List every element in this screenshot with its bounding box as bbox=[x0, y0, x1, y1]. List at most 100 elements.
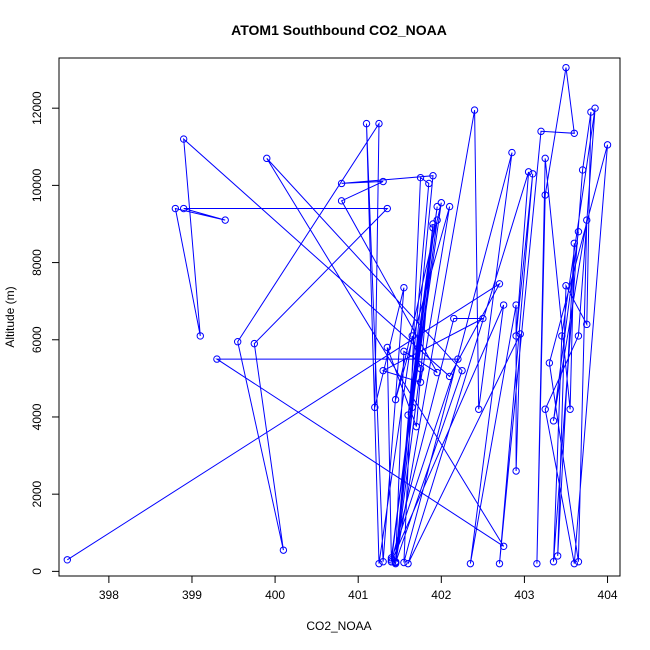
data-point bbox=[179, 204, 188, 213]
data-point bbox=[475, 405, 483, 413]
data-point bbox=[537, 127, 545, 136]
data-point bbox=[437, 199, 446, 207]
x-tick-label: 402 bbox=[431, 588, 451, 602]
data-point bbox=[337, 197, 346, 205]
data-point bbox=[63, 556, 72, 564]
data-point bbox=[578, 166, 587, 174]
data-point bbox=[179, 135, 188, 143]
data-point bbox=[591, 104, 599, 112]
data-point bbox=[400, 283, 408, 292]
y-axis: 0 2000 4000 6000 8000 10000 12000 bbox=[30, 91, 60, 575]
series-line bbox=[67, 67, 608, 565]
data-point bbox=[404, 411, 412, 419]
data-point bbox=[445, 372, 454, 381]
data-point bbox=[416, 173, 425, 182]
data-point bbox=[233, 338, 242, 346]
x-tick-label: 401 bbox=[348, 588, 368, 602]
data-point bbox=[583, 216, 591, 224]
data-point bbox=[583, 320, 591, 329]
data-point bbox=[562, 282, 570, 290]
series-co2-noaa bbox=[63, 63, 612, 568]
data-point bbox=[379, 366, 387, 375]
x-axis: 398 399 400 401 402 403 404 bbox=[99, 575, 618, 602]
data-point bbox=[466, 559, 475, 568]
y-tick-label: 4000 bbox=[30, 403, 44, 430]
y-tick-label: 2000 bbox=[30, 480, 44, 507]
data-point bbox=[250, 339, 259, 348]
data-point bbox=[558, 332, 566, 340]
data-point bbox=[433, 216, 441, 224]
plot-frame bbox=[58, 57, 621, 577]
data-point bbox=[429, 172, 437, 180]
data-point bbox=[391, 395, 400, 404]
data-point bbox=[375, 119, 383, 128]
chart-title: ATOM1 Southbound CO2_NOAA bbox=[231, 22, 447, 38]
data-point bbox=[549, 558, 558, 566]
data-point bbox=[387, 554, 396, 562]
y-tick-label: 10000 bbox=[30, 168, 44, 202]
data-point bbox=[416, 365, 425, 373]
data-point bbox=[371, 403, 379, 412]
data-point bbox=[524, 168, 533, 176]
data-point bbox=[400, 347, 408, 356]
data-point bbox=[383, 204, 391, 213]
data-point bbox=[213, 355, 221, 363]
data-point bbox=[408, 332, 416, 340]
data-point bbox=[545, 359, 554, 367]
data-point bbox=[512, 332, 520, 340]
data-point bbox=[458, 366, 466, 375]
data-point bbox=[495, 559, 504, 568]
y-tick-label: 12000 bbox=[30, 91, 44, 125]
data-point bbox=[445, 202, 454, 211]
data-point bbox=[516, 330, 524, 338]
data-point bbox=[375, 559, 383, 568]
x-tick-label: 399 bbox=[182, 588, 202, 602]
data-point bbox=[512, 467, 520, 475]
x-axis-label: CO2_NOAA bbox=[306, 619, 371, 633]
data-point bbox=[433, 202, 441, 211]
data-point bbox=[499, 301, 508, 309]
data-point bbox=[362, 119, 371, 128]
data-point bbox=[433, 368, 441, 377]
data-point bbox=[549, 417, 558, 425]
data-point bbox=[450, 314, 458, 323]
data-point bbox=[387, 558, 396, 566]
data-point bbox=[416, 378, 425, 386]
data-point bbox=[429, 224, 437, 232]
y-tick-label: 6000 bbox=[30, 326, 44, 353]
x-tick-label: 398 bbox=[99, 588, 119, 602]
data-point bbox=[196, 332, 204, 340]
data-point bbox=[412, 422, 421, 431]
x-tick-label: 400 bbox=[265, 588, 285, 602]
data-point bbox=[562, 63, 570, 72]
data-point bbox=[400, 558, 408, 567]
data-point bbox=[408, 403, 416, 412]
data-point bbox=[570, 129, 578, 137]
data-point bbox=[171, 204, 180, 213]
data-point bbox=[479, 314, 487, 323]
data-point bbox=[495, 280, 504, 288]
data-point bbox=[533, 559, 541, 568]
data-point bbox=[587, 108, 595, 116]
data-point bbox=[221, 216, 229, 224]
x-tick-label: 403 bbox=[514, 588, 534, 602]
data-point bbox=[429, 220, 437, 228]
data-point bbox=[454, 355, 462, 363]
data-point bbox=[574, 227, 583, 236]
data-point bbox=[383, 343, 391, 352]
data-point bbox=[499, 542, 508, 550]
data-point bbox=[263, 154, 271, 163]
data-point bbox=[337, 179, 346, 188]
data-point bbox=[379, 177, 387, 186]
data-point bbox=[541, 191, 549, 199]
x-tick-label: 404 bbox=[598, 588, 618, 602]
y-tick-label: 8000 bbox=[30, 249, 44, 276]
data-point bbox=[553, 552, 562, 560]
data-point bbox=[603, 141, 612, 149]
data-point bbox=[470, 106, 479, 114]
data-point bbox=[574, 332, 583, 340]
data-point bbox=[391, 558, 400, 566]
data-point bbox=[570, 559, 578, 568]
data-point bbox=[574, 558, 583, 566]
